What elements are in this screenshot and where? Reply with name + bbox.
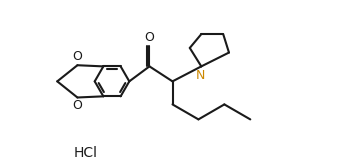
Text: N: N <box>196 69 205 82</box>
Text: HCl: HCl <box>74 146 98 160</box>
Text: O: O <box>72 99 82 112</box>
Text: O: O <box>145 31 155 44</box>
Text: O: O <box>72 51 82 64</box>
